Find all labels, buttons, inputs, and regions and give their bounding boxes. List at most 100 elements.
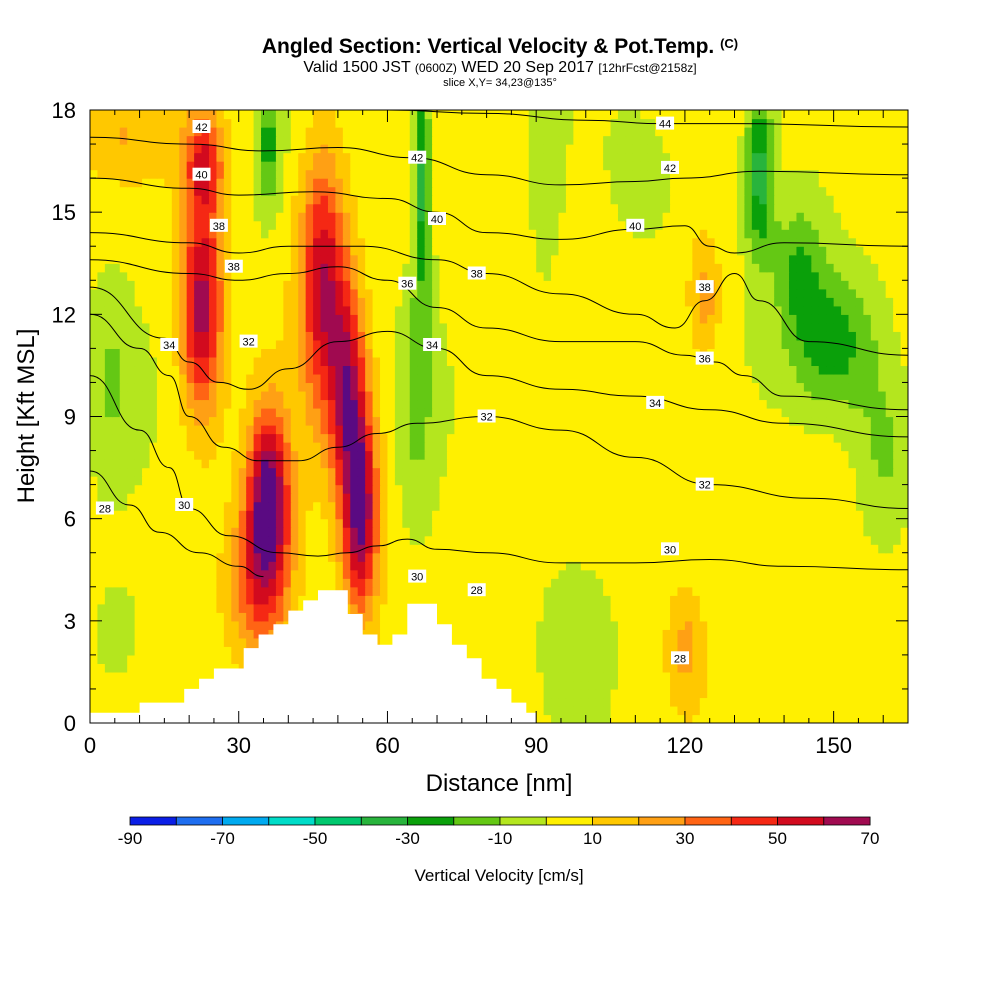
velocity-cell [774,382,783,392]
velocity-cell [684,552,693,562]
velocity-cell [699,510,708,520]
velocity-cell [707,697,716,707]
velocity-cell [513,663,522,673]
velocity-cell [781,671,790,682]
velocity-cell [320,527,329,537]
velocity-cell [833,595,842,605]
velocity-cell [208,527,218,537]
velocity-cell [223,450,232,460]
velocity-cell [402,476,411,486]
velocity-cell [893,671,902,682]
velocity-cell [863,493,872,503]
velocity-cell [499,501,508,511]
velocity-cell [268,373,277,384]
velocity-cell [164,688,173,699]
velocity-cell [796,425,805,435]
velocity-cell [216,603,225,613]
velocity-cell [104,620,113,630]
velocity-cell [781,459,790,469]
velocity-cell [699,467,708,477]
velocity-cell [179,544,188,554]
velocity-cell [848,680,857,690]
velocity-cell [818,450,827,460]
velocity-cell [714,697,723,707]
velocity-cell [104,331,113,341]
velocity-cell [149,535,158,545]
velocity-cell [201,654,210,664]
velocity-cell [149,493,158,503]
velocity-cell [499,416,508,426]
velocity-cell [186,586,195,596]
velocity-cell [632,442,641,452]
velocity-cell [789,476,798,486]
velocity-cell [610,450,619,460]
velocity-cell [580,365,589,375]
velocity-cell [372,382,381,392]
velocity-cell [97,339,106,349]
velocity-cell [461,356,470,367]
velocity-cell [729,561,738,571]
velocity-cell [90,552,99,562]
velocity-cell [171,646,180,656]
velocity-cell [632,484,641,494]
velocity-cell [722,671,731,682]
velocity-cell [878,637,887,647]
velocity-cell [870,578,879,588]
velocity-cell [201,595,210,605]
velocity-cell [208,442,218,452]
velocity-cell [424,578,433,588]
velocity-cell [305,348,314,358]
velocity-cell [588,654,597,664]
velocity-cell [409,442,418,452]
velocity-cell [796,365,805,375]
velocity-cell [632,348,641,358]
velocity-cell [439,578,448,588]
velocity-cell [617,595,627,605]
velocity-cell [335,459,344,469]
velocity-cell [194,433,203,443]
velocity-cell [647,433,656,443]
velocity-cell [692,510,701,520]
velocity-cell [320,373,329,384]
velocity-cell [640,484,649,494]
velocity-cell [134,620,143,630]
velocity-cell [580,561,589,571]
velocity-cell [513,390,522,401]
velocity-cell [417,459,426,469]
velocity-cell [476,603,485,613]
velocity-cell [461,433,470,443]
velocity-cell [841,612,850,622]
velocity-cell [774,356,783,367]
velocity-cell [156,688,165,699]
velocity-cell [387,442,396,452]
velocity-cell [632,578,641,588]
velocity-cell [216,518,225,528]
velocity-cell [134,365,143,375]
velocity-cell [513,425,522,435]
velocity-cell [848,527,857,537]
velocity-cell [186,637,195,647]
velocity-cell [484,425,493,435]
velocity-cell [194,416,203,426]
velocity-cell [640,433,649,443]
velocity-cell [521,501,530,511]
velocity-cell [439,603,448,613]
velocity-cell [446,595,455,605]
velocity-cell [692,612,701,622]
velocity-cell [632,612,641,622]
velocity-cell [558,714,567,723]
velocity-cell [878,569,887,579]
velocity-cell [811,390,820,401]
velocity-cell [350,390,359,401]
velocity-cell [803,510,812,520]
velocity-cell [246,518,255,528]
velocity-cell [625,569,634,579]
velocity-cell [863,365,872,375]
velocity-cell [603,407,612,418]
velocity-cell [186,620,195,630]
velocity-cell [283,416,292,426]
velocity-cell [670,569,679,579]
velocity-cell [275,348,284,358]
velocity-cell [803,373,812,384]
velocity-cell [499,663,508,673]
